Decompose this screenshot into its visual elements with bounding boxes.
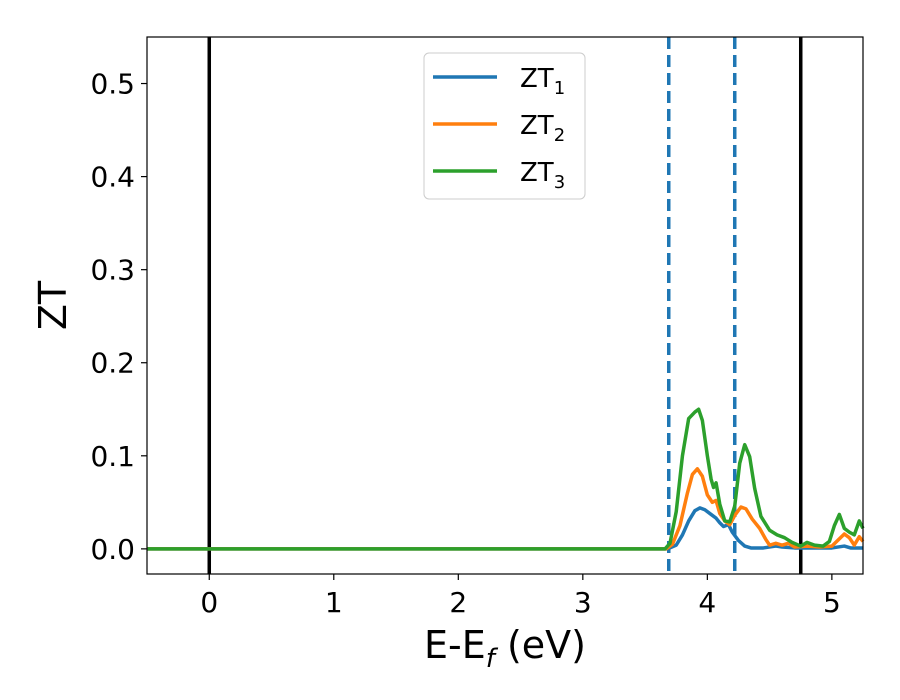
series-line-zt3 (147, 407, 865, 551)
x-tick-label: 0 (200, 586, 218, 619)
legend-box (423, 52, 586, 200)
y-tick-label: 0.4 (90, 161, 135, 194)
y-tick-label: 0.0 (90, 533, 135, 566)
plot-frame (146, 36, 864, 575)
y-tick-label: 0.2 (90, 347, 135, 380)
y-tick-label: 0.3 (90, 254, 135, 287)
y-tick-label: 0.1 (90, 440, 135, 473)
x-tick-label: 4 (698, 586, 716, 619)
legend: ZT1 ZT2 ZT3 (423, 52, 586, 200)
x-tick-label: 3 (574, 586, 592, 619)
x-axis-label: E-Ef (eV) (424, 623, 586, 674)
legend-label-zt3: ZT3 (520, 158, 565, 193)
x-tick-label: 1 (325, 586, 343, 619)
series-line-zt1 (147, 506, 863, 551)
y-tick-label: 0.5 (90, 68, 135, 101)
legend-label-zt1: ZT1 (520, 64, 565, 99)
y-axis-ticks: 0.0 0.1 0.2 0.3 0.4 0.5 (90, 68, 147, 566)
legend-items: ZT1 ZT2 ZT3 (433, 64, 565, 193)
x-tick-label: 2 (449, 586, 467, 619)
legend-label-zt2: ZT2 (520, 111, 565, 146)
series-line-zt2 (147, 467, 865, 551)
x-axis-label-tail: (eV) (495, 623, 586, 667)
x-tick-label: 5 (823, 586, 841, 619)
x-axis-ticks: 0 1 2 3 4 5 (200, 574, 841, 619)
y-axis-label: ZT (31, 280, 75, 330)
series-lines (147, 407, 865, 551)
x-axis-label-main: E-E (424, 623, 486, 667)
reference-lines (207, 37, 803, 574)
